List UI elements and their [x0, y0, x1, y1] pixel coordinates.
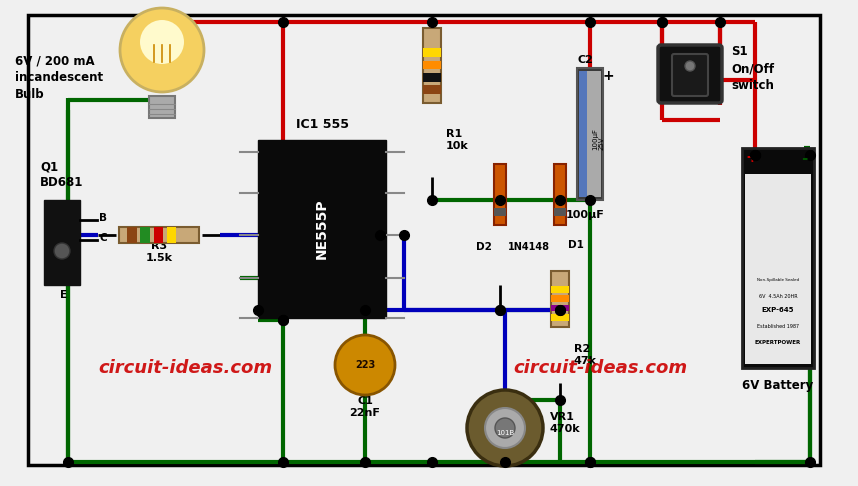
Circle shape: [335, 335, 395, 395]
FancyBboxPatch shape: [494, 208, 506, 216]
Bar: [745, 174, 811, 364]
Circle shape: [140, 20, 184, 64]
FancyBboxPatch shape: [551, 286, 569, 293]
Circle shape: [120, 8, 204, 92]
Text: 101B: 101B: [496, 430, 514, 436]
FancyBboxPatch shape: [141, 227, 150, 243]
FancyBboxPatch shape: [551, 314, 569, 321]
Text: NE555P: NE555P: [315, 199, 329, 260]
FancyBboxPatch shape: [554, 208, 566, 216]
Text: IC1 555: IC1 555: [295, 119, 348, 132]
Text: 100μF
25V: 100μF 25V: [592, 128, 605, 150]
Text: circuit-ideas.com: circuit-ideas.com: [98, 359, 272, 377]
Text: S1
On/Off
switch: S1 On/Off switch: [731, 46, 774, 92]
Text: Non-Spillable Sealed: Non-Spillable Sealed: [757, 278, 799, 282]
Text: D1: D1: [568, 240, 584, 250]
FancyBboxPatch shape: [658, 45, 722, 103]
Text: B: B: [99, 213, 107, 223]
FancyBboxPatch shape: [494, 164, 506, 225]
FancyBboxPatch shape: [554, 164, 566, 225]
FancyBboxPatch shape: [423, 86, 441, 94]
FancyBboxPatch shape: [423, 73, 441, 82]
Text: C2: C2: [577, 55, 593, 65]
Text: R2
47k: R2 47k: [574, 344, 597, 366]
Text: VR1
470k: VR1 470k: [550, 412, 581, 434]
FancyBboxPatch shape: [579, 71, 601, 197]
Text: E: E: [60, 290, 67, 300]
Circle shape: [54, 243, 70, 259]
Text: +: +: [602, 69, 613, 83]
FancyBboxPatch shape: [672, 54, 708, 96]
FancyBboxPatch shape: [258, 140, 386, 318]
FancyBboxPatch shape: [127, 227, 136, 243]
FancyBboxPatch shape: [167, 227, 176, 243]
FancyBboxPatch shape: [579, 71, 587, 197]
Text: 100μF: 100μF: [565, 210, 604, 220]
Text: R1
10k: R1 10k: [446, 129, 468, 151]
Text: EXP-645: EXP-645: [762, 307, 795, 313]
Text: 6V / 200 mA
incandescent
Bulb: 6V / 200 mA incandescent Bulb: [15, 54, 103, 102]
FancyBboxPatch shape: [154, 227, 163, 243]
FancyBboxPatch shape: [423, 61, 441, 69]
Text: 223: 223: [355, 360, 375, 370]
Text: EXPERTPOWER: EXPERTPOWER: [755, 341, 801, 346]
FancyBboxPatch shape: [551, 295, 569, 302]
Text: 6V Battery: 6V Battery: [742, 380, 813, 393]
Bar: [742, 148, 814, 368]
Text: circuit-ideas.com: circuit-ideas.com: [513, 359, 687, 377]
FancyBboxPatch shape: [423, 28, 441, 103]
FancyBboxPatch shape: [551, 271, 569, 327]
Text: C1
22nF: C1 22nF: [349, 396, 380, 418]
Text: -: -: [801, 151, 807, 166]
FancyBboxPatch shape: [423, 48, 441, 57]
Circle shape: [485, 408, 525, 448]
Text: +: +: [746, 151, 758, 166]
Circle shape: [467, 390, 543, 466]
Text: 1N4148: 1N4148: [508, 242, 550, 252]
Text: 6V  4.5Ah 20HR: 6V 4.5Ah 20HR: [758, 294, 797, 298]
FancyBboxPatch shape: [119, 227, 199, 243]
FancyBboxPatch shape: [44, 200, 80, 285]
Text: R3
1.5k: R3 1.5k: [146, 241, 172, 263]
FancyBboxPatch shape: [577, 68, 603, 200]
Circle shape: [495, 418, 515, 438]
FancyBboxPatch shape: [551, 305, 569, 312]
Text: D2: D2: [476, 242, 492, 252]
Circle shape: [685, 61, 695, 71]
Bar: [149, 96, 175, 118]
Text: Established 1987: Established 1987: [757, 324, 799, 329]
Text: Q1
BD681: Q1 BD681: [40, 160, 83, 190]
Text: C: C: [99, 233, 106, 243]
